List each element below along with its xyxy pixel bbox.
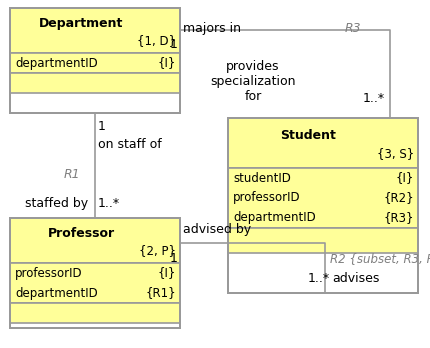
- Text: departmentID: departmentID: [15, 286, 98, 300]
- Bar: [10, 53, 180, 73]
- Bar: [227, 168, 417, 228]
- Text: 1..*: 1..*: [362, 92, 384, 105]
- Text: R1: R1: [63, 168, 80, 182]
- Text: 1: 1: [98, 120, 106, 133]
- Text: {2, P}: {2, P}: [139, 244, 175, 257]
- Text: provides
specialization
for: provides specialization for: [210, 60, 295, 103]
- Text: 1: 1: [170, 38, 178, 51]
- Text: advises: advises: [331, 272, 378, 285]
- Bar: [10, 8, 180, 53]
- Text: Department: Department: [39, 17, 123, 30]
- Bar: [10, 218, 180, 263]
- Text: {I}: {I}: [157, 267, 175, 279]
- Bar: [10, 8, 180, 113]
- Text: {3, S}: {3, S}: [376, 148, 413, 160]
- Text: {I}: {I}: [157, 56, 175, 70]
- Text: 1: 1: [170, 252, 178, 265]
- Text: R3: R3: [344, 22, 361, 35]
- Text: R2 {subset, R3, R1}: R2 {subset, R3, R1}: [329, 252, 430, 265]
- Bar: [10, 73, 180, 93]
- Text: departmentID: departmentID: [233, 212, 315, 224]
- Bar: [227, 118, 417, 168]
- Text: departmentID: departmentID: [15, 56, 98, 70]
- Text: 1..*: 1..*: [98, 197, 120, 210]
- Text: Student: Student: [279, 129, 335, 142]
- Text: advised by: advised by: [183, 223, 251, 236]
- Text: 1..*: 1..*: [307, 272, 329, 285]
- Text: Professor: Professor: [48, 227, 115, 240]
- Bar: [10, 263, 180, 303]
- Bar: [10, 218, 180, 328]
- Text: {I}: {I}: [395, 172, 413, 184]
- Bar: [10, 303, 180, 323]
- Bar: [227, 228, 417, 253]
- Text: {R1}: {R1}: [145, 286, 175, 300]
- Text: majors in: majors in: [183, 22, 240, 35]
- Text: on staff of: on staff of: [98, 138, 161, 151]
- Text: professorID: professorID: [233, 191, 300, 205]
- Text: {R3}: {R3}: [383, 212, 413, 224]
- Bar: [227, 118, 417, 293]
- Text: staffed by: staffed by: [25, 197, 88, 210]
- Text: studentID: studentID: [233, 172, 290, 184]
- Text: {R2}: {R2}: [383, 191, 413, 205]
- Text: professorID: professorID: [15, 267, 83, 279]
- Text: {1, D}: {1, D}: [137, 34, 175, 47]
